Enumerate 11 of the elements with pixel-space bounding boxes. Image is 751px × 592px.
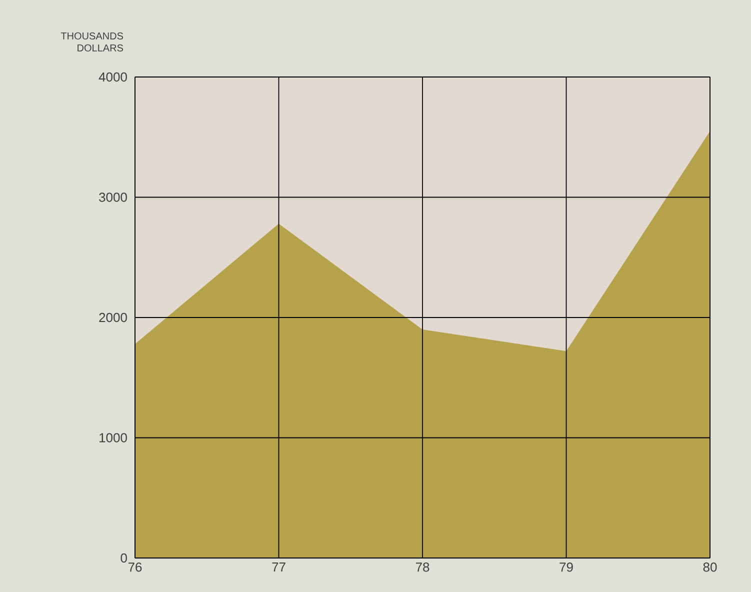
y-tick-label: 3000: [99, 192, 127, 202]
y-tick-label: 4000: [98, 72, 127, 82]
x-tick-label: 78: [416, 562, 430, 572]
x-tick-label: 77: [272, 562, 286, 572]
x-tick-label: 80: [703, 562, 717, 572]
y-tick-label: 2000: [99, 312, 127, 322]
y-axis-title: THOUSANDS DOLLARS: [60, 32, 124, 52]
x-tick-label: 76: [128, 562, 142, 572]
y-tick-label: 0: [120, 553, 127, 563]
x-tick-label: 79: [560, 562, 573, 572]
y-tick-label: 1000: [100, 433, 127, 442]
